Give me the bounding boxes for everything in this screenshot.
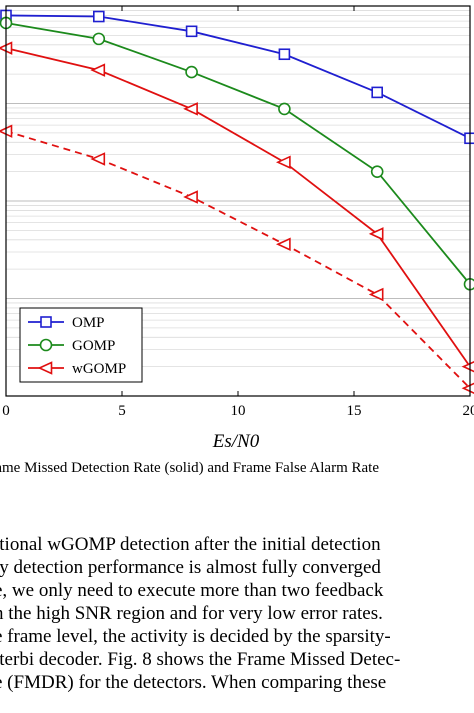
marker-circle [463,277,474,291]
marker-circle [39,338,53,352]
marker-circle [92,32,106,46]
series-line [5,22,471,285]
figure-caption: Frame Missed Detection Rate (solid) and … [0,460,379,476]
legend-item: OMP [28,315,105,331]
x-tick-label: 5 [118,403,126,419]
legend: OMP GOMP wGOMP [19,307,143,383]
legend-label: wGOMP [72,361,126,377]
series-layer [0,9,474,394]
series-gomp [0,16,474,291]
marker-circle [185,65,198,79]
body-line: e (FMDR) for the detectors. When compari… [0,672,387,693]
x-ticks: 0 5 10 15 20 [2,6,474,419]
marker-triangle [461,360,474,373]
legend-item: GOMP [28,338,115,354]
marker-triangle [183,102,198,116]
body-line: n the high SNR region and for very low e… [0,603,383,624]
x-tick-label: 20 [463,403,474,419]
series-line [5,14,471,140]
marker-square [278,48,291,61]
marker-triangle [368,227,384,241]
series-line [5,47,471,368]
body-line: e, we only need to execute more than two… [0,580,384,601]
x-axis-label: Es/N0 [212,431,260,452]
body-line: e frame level, the activity is decided b… [0,626,391,647]
legend-label: GOMP [72,338,115,354]
legend-label: OMP [72,315,105,331]
marker-square [93,10,105,23]
marker-triangle [368,287,384,302]
series-omp [0,9,474,145]
body-line: itional wGOMP detection after the initia… [0,534,381,555]
marker-square [371,86,384,99]
marker-triangle [90,63,106,77]
marker-triangle [183,190,198,204]
marker-square [185,25,198,38]
legend-item: wGOMP [28,361,126,377]
body-line: ty detection performance is almost fully… [0,557,381,578]
marker-triangle [275,237,291,252]
x-tick-label: 15 [347,403,362,419]
marker-triangle [275,155,291,169]
marker-circle [278,102,291,116]
x-tick-label: 10 [231,403,246,419]
marker-triangle [37,361,53,375]
marker-triangle [90,152,106,166]
body-line: iterbi decoder. Fig. 8 shows the Frame M… [0,649,401,670]
marker-square [40,316,52,328]
plot-figure: OMP GOMP wGOMP 0 5 10 15 20 Es/N0 [0,5,474,452]
marker-circle [370,165,384,178]
x-tick-label: 0 [2,403,10,419]
